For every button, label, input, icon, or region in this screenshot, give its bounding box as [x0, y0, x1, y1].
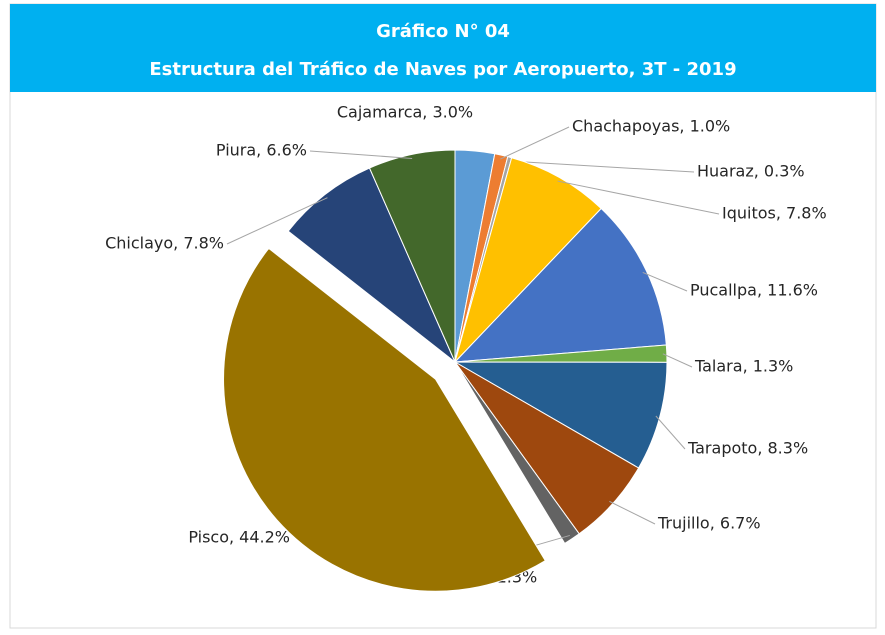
leader-line	[226, 197, 328, 245]
leader-line	[309, 150, 413, 159]
data-label: Pisco, 44.2%	[188, 528, 290, 547]
data-label: Piura, 6.6%	[216, 141, 307, 160]
data-label: Huaraz, 0.3%	[697, 162, 805, 181]
leader-line	[662, 353, 693, 368]
data-label: Iquitos, 7.8%	[722, 204, 827, 223]
leader-line	[557, 180, 720, 215]
leader-line	[508, 160, 695, 173]
pie-slice	[453, 207, 667, 363]
data-label: Chiclayo, 7.8%	[105, 234, 224, 253]
data-label: Pucallpa, 11.6%	[690, 281, 818, 300]
chart-subtitle: Estructura del Tráfico de Naves por Aero…	[149, 59, 736, 80]
pie-slice	[454, 157, 602, 363]
leader-line	[609, 500, 656, 525]
leader-line	[500, 126, 570, 160]
leader-line	[655, 415, 686, 450]
data-label: Cajamarca, 3.0%	[337, 103, 473, 122]
pie-slice	[287, 167, 456, 363]
data-label: Trujillo, 6.7%	[657, 514, 761, 533]
leader-line	[642, 272, 688, 292]
pie-slice	[223, 247, 546, 592]
pie-slice	[453, 361, 668, 469]
pie-slice	[368, 149, 456, 363]
data-label: Tarapoto, 8.3%	[687, 439, 808, 458]
title-banner	[10, 4, 876, 92]
data-label: Talara, 1.3%	[694, 357, 793, 376]
pie-slice	[454, 361, 580, 545]
chart-title: Gráfico N° 04	[376, 21, 510, 42]
data-label: Chachapoyas, 1.0%	[572, 117, 730, 136]
